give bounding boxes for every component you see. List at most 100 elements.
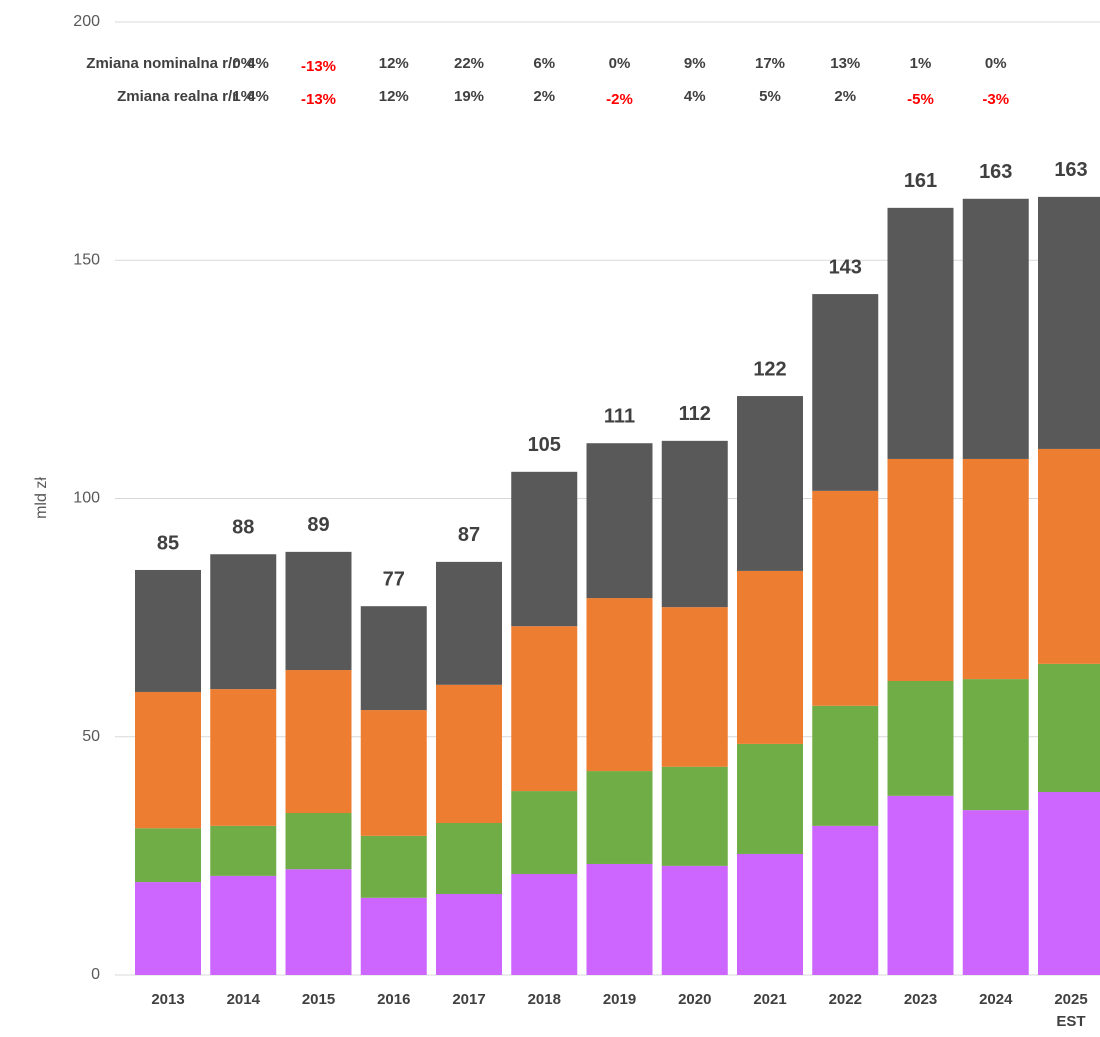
bar-segment [962, 458, 1029, 680]
bar-segment [737, 743, 803, 854]
total-label: 161 [904, 170, 937, 192]
bar-segment [737, 853, 803, 975]
change-value: -2% [606, 91, 633, 108]
total-label: 88 [232, 517, 254, 539]
change-value: 2% [834, 88, 856, 105]
total-label: 143 [829, 256, 862, 278]
bar-segment [962, 679, 1029, 811]
change-value: 4% [247, 88, 269, 105]
x-tick-label: 2024 [979, 991, 1013, 1008]
bar-segment [812, 294, 879, 491]
bar-segment [436, 561, 502, 685]
change-value: 0% [232, 55, 254, 72]
bar-segment [661, 766, 728, 866]
change-value: -3% [982, 91, 1009, 108]
bar-segment [737, 570, 803, 744]
change-value: 22% [454, 55, 484, 72]
bar-segment [586, 598, 653, 772]
change-value: 4% [684, 88, 706, 105]
bar-segment [210, 825, 277, 876]
bar-segment [135, 691, 201, 829]
change-value: 1% [232, 88, 254, 105]
change-value: 13% [830, 55, 860, 72]
change-value: 12% [379, 55, 409, 72]
total-label: 122 [753, 358, 786, 380]
bar-segment [511, 791, 578, 874]
bar-segment [360, 710, 427, 836]
change-value: 17% [755, 55, 785, 72]
change-value: -5% [907, 91, 934, 108]
bar-segment [586, 863, 653, 975]
bar-segment [210, 689, 277, 826]
change-value: 0% [985, 55, 1007, 72]
x-tick-label: 2020 [678, 991, 711, 1008]
bar-segment [360, 897, 427, 975]
bar-segment [511, 873, 578, 975]
y-axis-label: mld zł [33, 477, 50, 519]
x-tick-label: 2016 [377, 991, 410, 1008]
bar-segment [210, 554, 277, 690]
change-value: 1% [910, 55, 932, 72]
bar-segment [285, 670, 352, 813]
x-tick-label: 2023 [904, 991, 937, 1008]
bar-segment [661, 607, 728, 767]
y-tick-label: 150 [73, 251, 100, 268]
x-tick-label: 2014 [227, 991, 261, 1008]
bar-segment [887, 795, 954, 975]
total-label: 163 [979, 161, 1012, 183]
bar-segment [812, 825, 879, 975]
bar-segment [1038, 792, 1100, 975]
x-tick-label: 2019 [603, 991, 636, 1008]
bar-segment [511, 471, 578, 627]
bar-segment [887, 680, 954, 796]
y-tick-label: 50 [82, 728, 100, 745]
total-label: 87 [458, 524, 480, 546]
total-label: 163 [1054, 159, 1087, 181]
row-label: Zmiana realna r/r [117, 88, 238, 105]
bar-segment [135, 569, 201, 692]
change-value: 2% [533, 88, 555, 105]
bar-segment [511, 626, 578, 792]
x-tick-label: 2025 EST [1054, 991, 1087, 1030]
total-label: 112 [679, 403, 711, 425]
x-tick-label: 2018 [528, 991, 561, 1008]
x-tick-label: 2022 [829, 991, 862, 1008]
change-value: 19% [454, 88, 484, 105]
bar-segment [210, 875, 277, 975]
change-value: 4% [247, 55, 269, 72]
change-value: 6% [533, 55, 555, 72]
x-tick-label-line: 2025 [1054, 991, 1087, 1008]
change-value: -13% [301, 91, 336, 108]
change-value: 0% [609, 55, 631, 72]
change-value: 12% [379, 88, 409, 105]
bar-segment [436, 684, 502, 823]
change-value: 9% [684, 55, 706, 72]
bar-segment [436, 893, 502, 975]
y-tick-label: 100 [73, 490, 100, 507]
bar-segment [436, 822, 502, 894]
x-tick-label: 2021 [753, 991, 786, 1008]
bar-segment [962, 198, 1029, 459]
bar-segment [1038, 448, 1100, 664]
bar-segment [812, 490, 879, 706]
bar-segment [586, 443, 653, 599]
y-tick-label: 0 [91, 966, 100, 983]
bar-segment [812, 705, 879, 826]
total-label: 111 [604, 406, 635, 428]
bar-segment [661, 440, 728, 608]
total-label: 85 [157, 532, 179, 554]
x-tick-label-line: EST [1056, 1013, 1085, 1030]
change-value: -13% [301, 58, 336, 75]
bar-segment [737, 396, 803, 571]
bar-segment [1038, 663, 1100, 793]
bar-segment [962, 810, 1029, 975]
total-label: 77 [383, 568, 405, 590]
bar-segment [661, 865, 728, 975]
bar-segment [135, 828, 201, 883]
bar-segment [586, 771, 653, 864]
y-tick-label: 200 [73, 13, 100, 30]
x-tick-label: 2015 [302, 991, 335, 1008]
bar-segment [285, 812, 352, 870]
bar-segment [285, 869, 352, 975]
